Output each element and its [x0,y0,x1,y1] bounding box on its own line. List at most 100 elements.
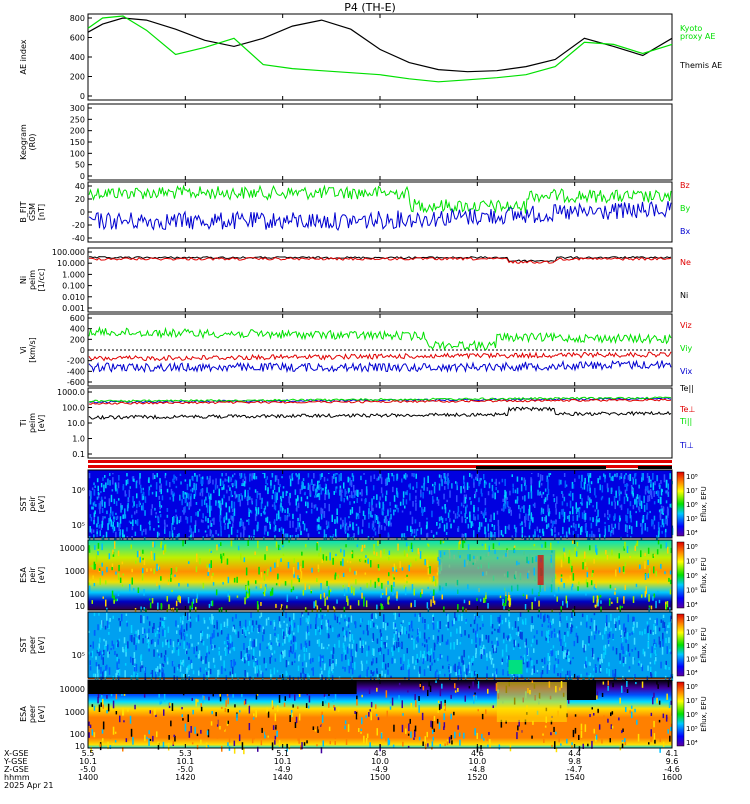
spectrogram-cell [659,747,661,753]
spectrogram-cell [543,615,545,623]
sst-electrons-feature [508,660,523,674]
spectrogram-cell [88,721,90,726]
spectrogram-cell [345,621,348,627]
spectrogram-cell [299,525,302,532]
spectrogram-cell [380,641,383,648]
spectrogram-cell [199,558,201,565]
spectrogram-cell [202,659,204,664]
spectrogram-cell [474,692,476,695]
spectrogram-cell [284,635,286,644]
spectrogram-cell [426,487,429,492]
spectrogram-cell [644,628,646,635]
spectrogram-cell [200,477,202,484]
spectrogram-cell [166,661,169,665]
spectrogram-cell [285,670,288,677]
spectrogram-cell [223,552,225,560]
spectrogram-cell [648,742,650,745]
spectrogram-cell [655,491,658,495]
spectrogram-cell [164,475,166,479]
spectrogram-cell [416,528,419,531]
spectrogram-cell [631,649,633,652]
spectrogram-cell [279,516,282,521]
spectrogram-cell [205,516,207,522]
spectrogram-cell [470,521,472,528]
spectrogram-cell [332,654,334,659]
spectrogram-cell [580,673,582,678]
spectrogram-cell [595,495,597,498]
spectrogram-cell [625,493,628,498]
spectrogram-cell [175,485,178,489]
spectrogram-cell [118,658,120,664]
spectrogram-cell [482,644,485,649]
spectrogram-cell [245,585,247,590]
spectrogram-cell [618,615,620,621]
spectrogram-cell [516,487,519,494]
spectrogram-cell [192,476,194,482]
spectrogram-cell [325,556,328,561]
spectrogram-cell [152,472,154,480]
spectrogram-cell [138,500,141,507]
spectrogram-cell [578,746,581,751]
spectrogram-cell [371,648,374,655]
spectrogram-cell [629,473,632,481]
spectrogram-cell [231,616,234,622]
spectrogram-cell [157,517,159,522]
spectrogram-cell [323,592,326,598]
spectrogram-cell [323,511,326,518]
spectrogram-cell [554,573,557,579]
spectrogram-cell [92,502,95,506]
spectrogram-cell [332,699,334,702]
spectrogram-cell [310,508,313,514]
spectrogram-cell [548,472,550,477]
spectrogram-cell [479,642,482,649]
spectrogram-cell [165,639,167,646]
spectrogram-cell [88,545,91,551]
spectrogram-cell [318,516,320,523]
spectrogram-cell [244,476,247,484]
spectrogram-cell [271,504,274,507]
spectrogram-cell [151,710,154,718]
spectrogram-cell [361,717,363,725]
spectrogram-cell [248,646,250,650]
legend-entry: proxy AE [680,32,715,41]
spectrogram-cell [630,485,633,488]
spectrogram-cell [155,482,158,490]
spectrogram-cell [510,636,512,640]
spectrogram-cell [125,613,128,616]
spectrogram-cell [167,579,170,585]
spectrogram-cell [474,728,476,736]
spectrogram-cell [200,706,203,712]
spectrogram-cell [98,664,100,670]
spectrogram-cell [90,652,93,657]
spectrogram-cell [488,545,490,552]
spectrogram-cell [593,728,595,734]
spectrogram-cell [152,541,154,548]
spectrogram-cell [437,635,439,642]
spectrogram-cell [88,630,90,633]
spectrogram-cell [620,504,623,511]
spectrogram-cell [660,505,663,508]
spectrogram-cell [141,572,144,581]
spectrogram-cell [125,650,127,657]
spectrogram-cell [564,650,566,657]
spectrogram-cell [398,682,401,686]
spectrogram-cell [476,633,478,638]
spectrogram-cell [429,566,431,574]
spectrogram-cell [564,631,566,635]
spectrogram-cell [476,623,479,632]
spectrogram-cell [620,643,623,650]
spectrogram-cell [123,534,125,538]
spectrogram-cell [665,723,667,726]
spectrogram-cell [588,636,590,644]
spectrogram-cell [189,479,191,487]
spectrogram-cell [669,503,671,508]
spectrogram-cell [227,720,229,724]
spectrogram-cell [487,491,490,496]
y-tick-label: 1000.0 [57,388,85,397]
spectrogram-cell [99,732,102,738]
spectrogram-cell [246,497,249,500]
spectrogram-cell [279,484,281,488]
spectrogram-cell [524,479,526,487]
spectrogram-cell [613,496,616,503]
spectrogram-cell [522,621,524,625]
